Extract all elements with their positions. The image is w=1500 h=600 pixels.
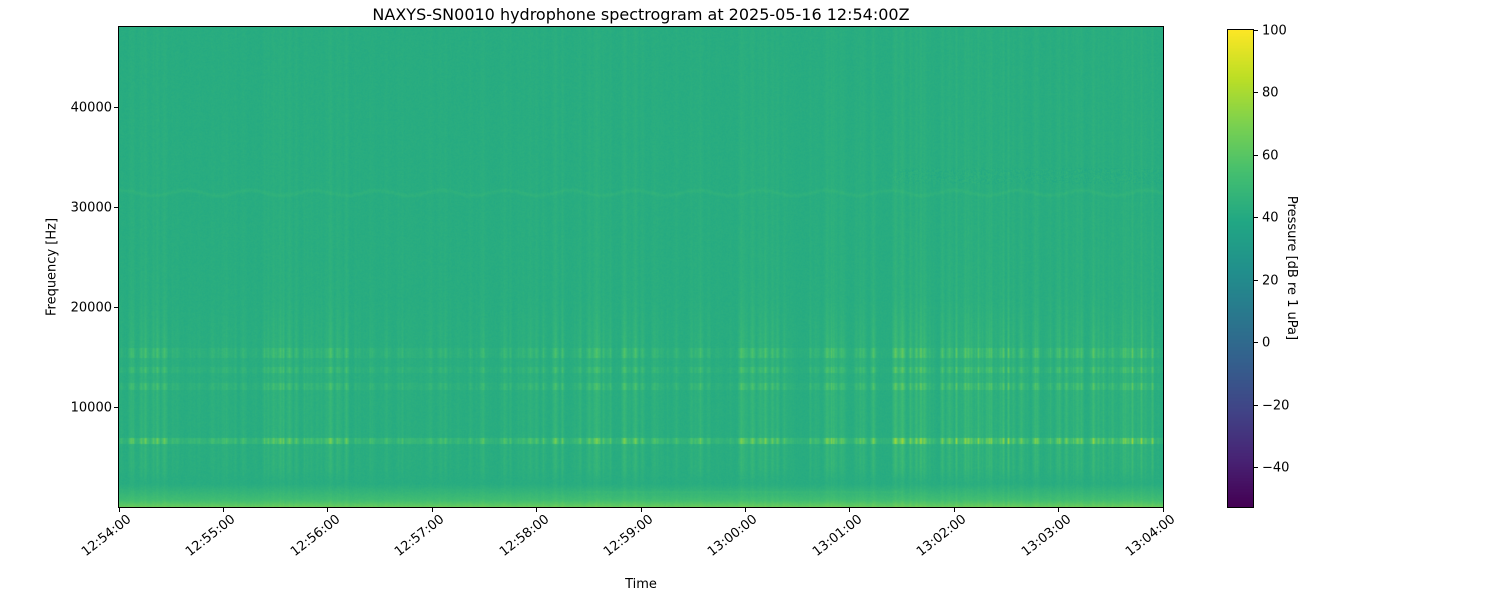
x-tick-label: 12:57:00	[392, 512, 448, 560]
x-tick-label: 12:55:00	[183, 512, 239, 560]
y-tick-mark	[114, 406, 118, 408]
x-tick-label: 12:59:00	[600, 512, 657, 560]
y-tick-mark	[114, 306, 118, 308]
x-tick-label: 13:01:00	[809, 512, 866, 560]
y-tick-label: 20000	[70, 300, 112, 315]
colorbar-tick-label: 100	[1262, 23, 1287, 38]
colorbar-tick-label: 40	[1262, 210, 1279, 226]
x-tick-mark	[536, 508, 538, 512]
colorbar-tick-mark	[1254, 404, 1258, 406]
x-tick-label: 13:02:00	[914, 512, 970, 560]
x-tick-mark	[640, 508, 642, 512]
spectrogram-heatmap	[119, 27, 1163, 507]
colorbar-tick-label: 80	[1262, 85, 1279, 101]
x-tick-label: 12:58:00	[496, 512, 552, 560]
x-tick-mark	[118, 508, 120, 512]
colorbar-tick-mark	[1254, 92, 1258, 94]
x-tick-mark	[222, 508, 224, 512]
y-tick-label: 10000	[70, 400, 112, 415]
y-tick-label: 30000	[70, 200, 112, 215]
colorbar-tick-label: −40	[1262, 460, 1290, 476]
x-tick-mark	[1058, 508, 1060, 512]
y-axis-label: Frequency [Hz]	[44, 217, 60, 317]
x-tick-mark	[953, 508, 955, 512]
colorbar-tick-label: 20	[1262, 273, 1279, 289]
x-tick-mark	[744, 508, 746, 512]
colorbar-tick-mark	[1254, 279, 1258, 281]
colorbar-tick-mark	[1254, 217, 1258, 219]
x-tick-label: 13:04:00	[1122, 512, 1179, 560]
colorbar-tick-label: −20	[1262, 398, 1290, 414]
x-tick-mark	[431, 508, 433, 512]
colorbar-tick-mark	[1254, 467, 1258, 469]
colorbar-tick-mark	[1254, 29, 1258, 31]
colorbar-tick-mark	[1254, 154, 1258, 156]
x-tick-label: 12:56:00	[287, 512, 344, 560]
x-tick-mark	[1162, 508, 1164, 512]
colorbar-tick-label: 0	[1262, 335, 1271, 351]
colorbar-tick-label: 60	[1262, 148, 1279, 164]
colorbar-tick-mark	[1254, 342, 1258, 344]
chart-title: NAXYS-SN0010 hydrophone spectrogram at 2…	[372, 5, 910, 24]
x-tick-mark	[327, 508, 329, 512]
x-tick-label: 12:54:00	[78, 512, 135, 560]
x-tick-mark	[849, 508, 851, 512]
y-tick-mark	[114, 106, 118, 108]
colorbar-label: Pressure [dB re 1 uPa]	[1284, 195, 1299, 341]
y-tick-label: 40000	[70, 100, 112, 115]
x-tick-label: 13:03:00	[1018, 512, 1074, 560]
x-axis-label: Time	[625, 577, 657, 592]
colorbar-gradient	[1228, 30, 1253, 507]
x-tick-label: 13:00:00	[705, 512, 761, 560]
y-tick-mark	[114, 206, 118, 208]
